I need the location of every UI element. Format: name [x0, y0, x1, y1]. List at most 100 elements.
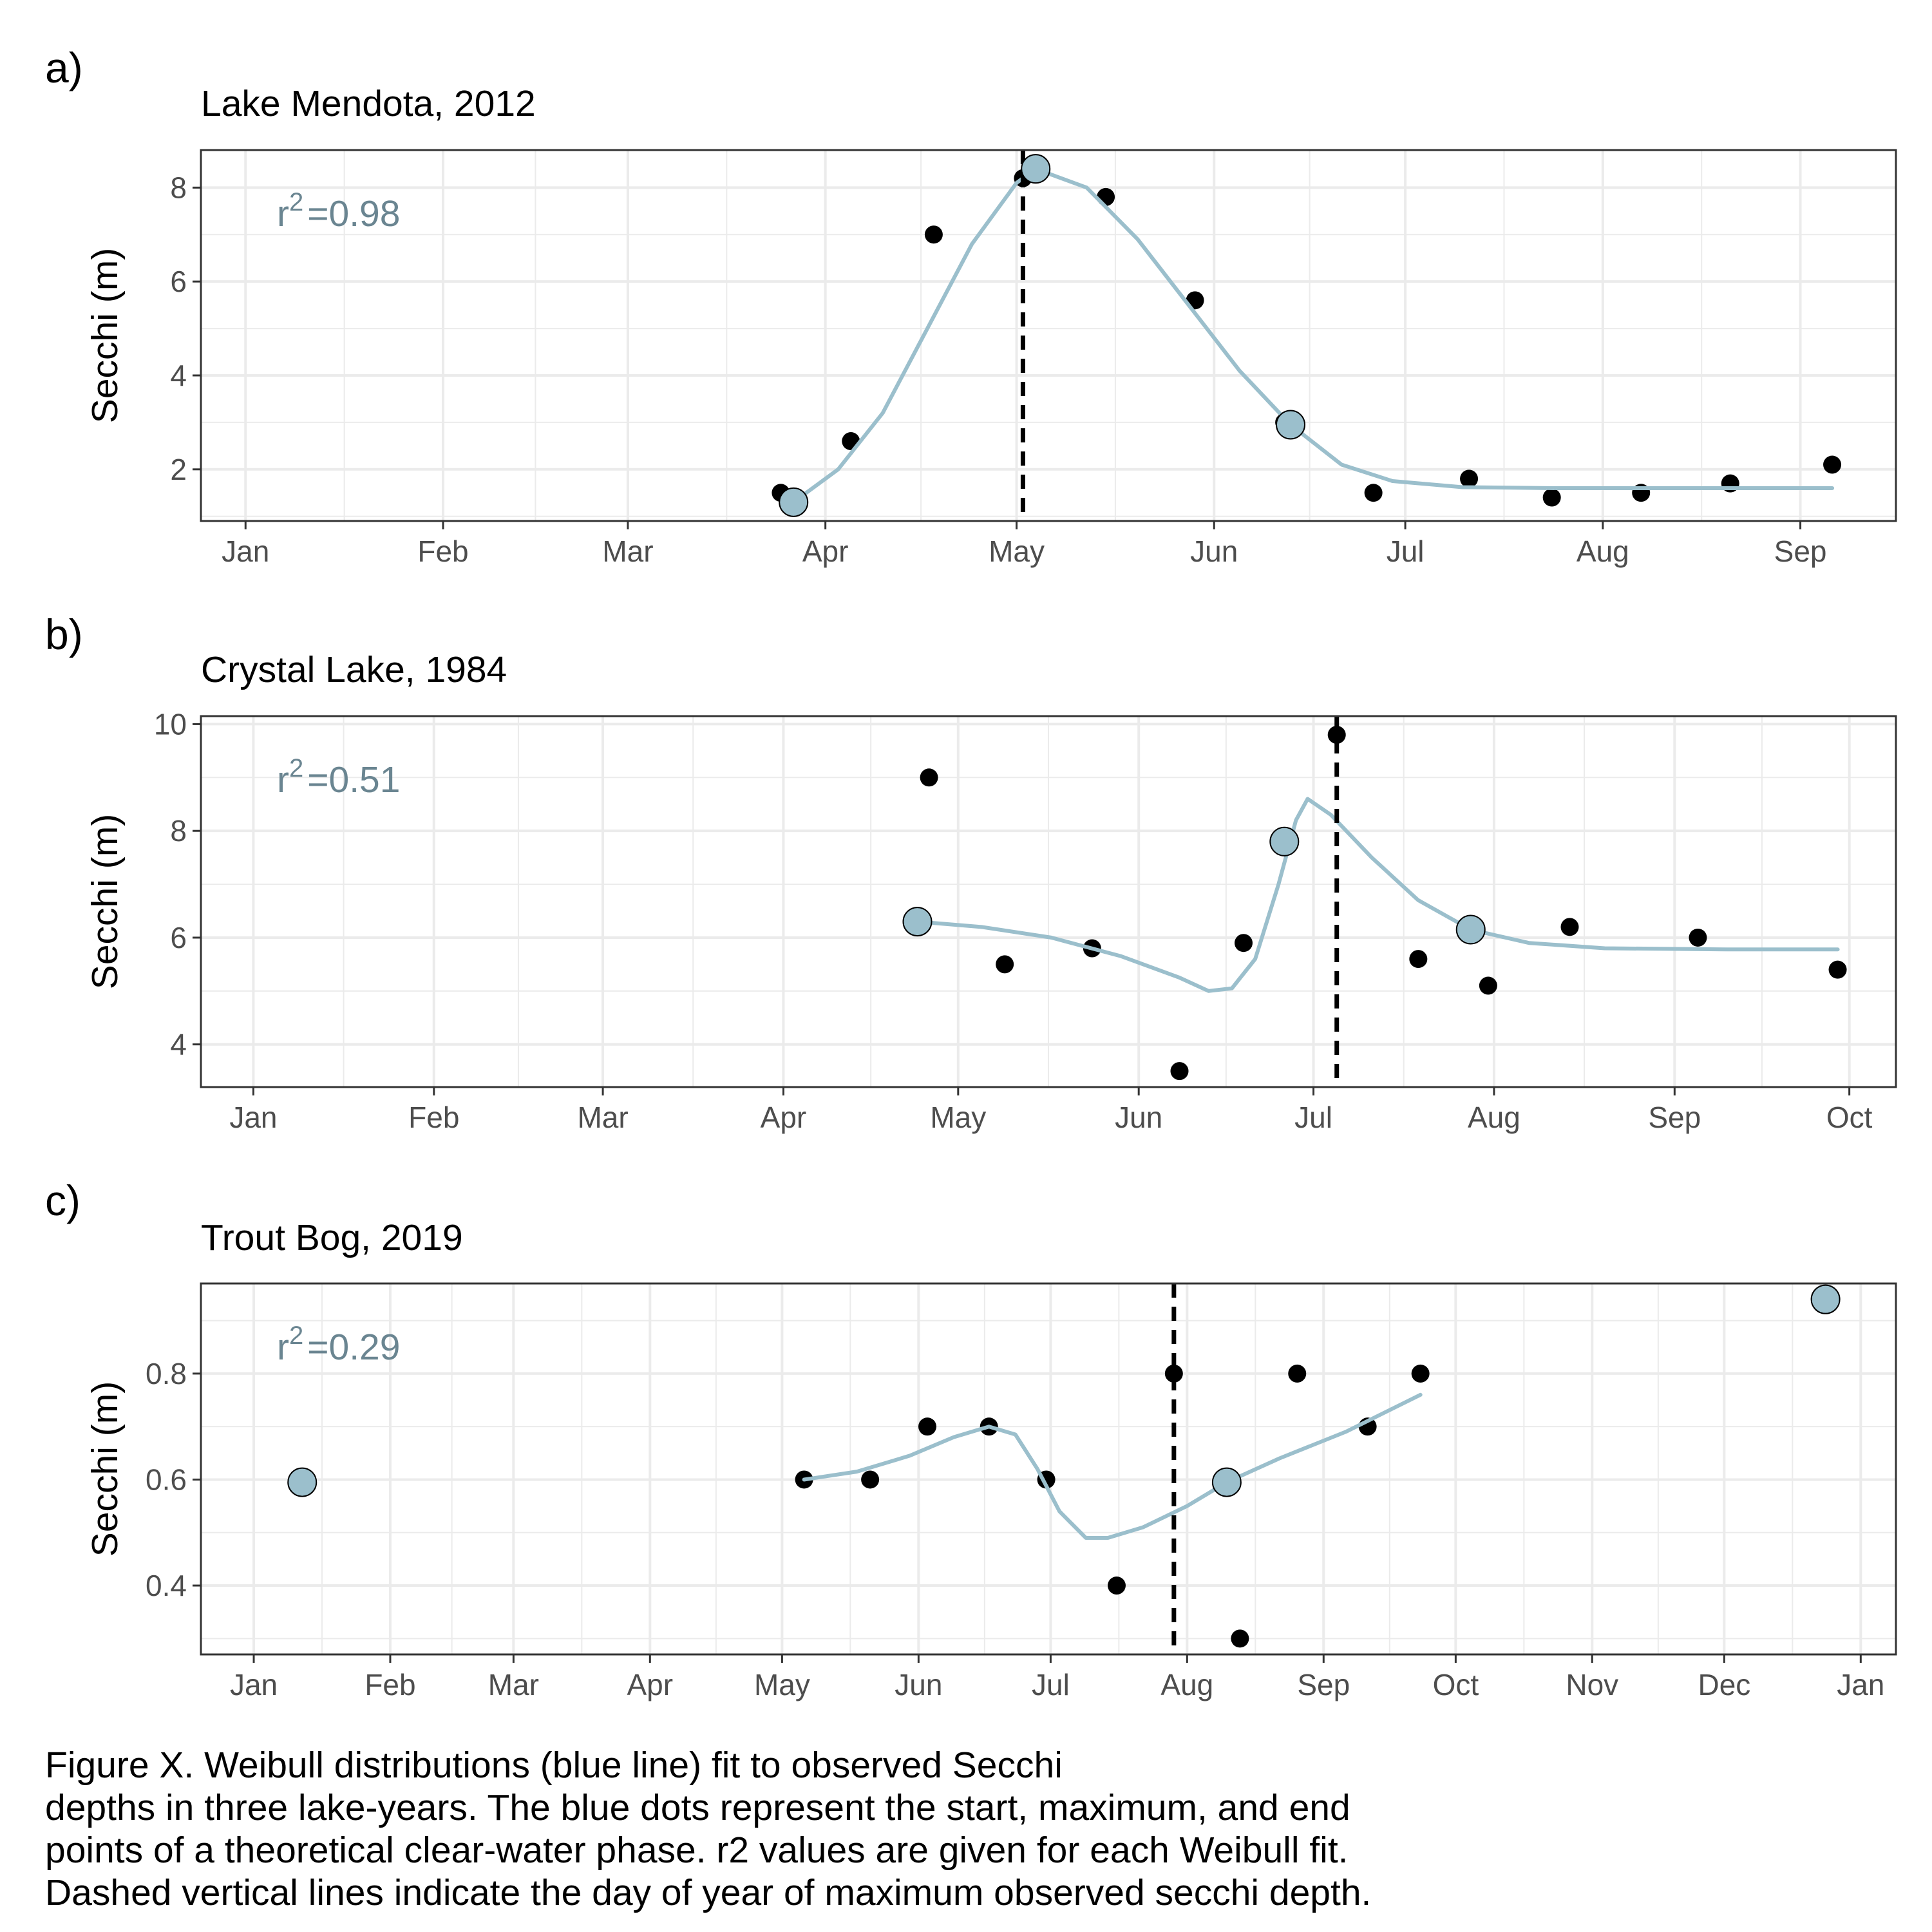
weibull-fit-line: [915, 797, 1840, 993]
observed-point: [861, 1470, 880, 1489]
x-tick-label: Jun: [895, 1668, 942, 1701]
y-tick-label: 6: [170, 265, 187, 298]
observed-point: [996, 955, 1014, 974]
observed-point: [1107, 1577, 1126, 1595]
plot-background: [201, 150, 1896, 521]
y-tick-label: 8: [170, 814, 187, 848]
cwp-point: [1021, 154, 1051, 184]
panel-border: [200, 715, 1897, 1088]
y-axis-title: Secchi (m): [84, 1381, 126, 1557]
r2-label: r2 =0.29: [277, 1321, 400, 1368]
observed-point: [1560, 918, 1579, 936]
cwp-point: [287, 1467, 317, 1497]
x-tick-label: Aug: [1577, 535, 1629, 568]
y-tick-label: 2: [170, 453, 187, 486]
observed-point: [918, 1417, 936, 1436]
observed-point: [1460, 469, 1479, 488]
observed-point: [1823, 455, 1842, 474]
x-tick-label: Jan: [230, 1668, 278, 1701]
x-tick-label: Nov: [1566, 1668, 1618, 1701]
r2-label: r2 =0.51: [277, 754, 400, 800]
x-tick-label: Jun: [1190, 535, 1238, 568]
panel-border: [200, 149, 1897, 522]
cwp-point: [1455, 914, 1486, 945]
observed-point: [1164, 1364, 1183, 1383]
x-tick-label: Sep: [1774, 535, 1827, 568]
weibull-fit-line: [791, 167, 1835, 504]
figure-caption: Figure X. Weibull distributions (blue li…: [45, 1744, 1848, 1914]
observed-point: [1170, 1062, 1189, 1081]
plot-area: [201, 150, 1896, 521]
x-tick-label: Jul: [1387, 535, 1425, 568]
x-tick-label: May: [989, 535, 1045, 568]
x-tick-label: Sep: [1297, 1668, 1350, 1701]
x-tick-label: Feb: [417, 535, 468, 568]
x-tick-label: Mar: [577, 1101, 628, 1134]
chart-title: Trout Bog, 2019: [201, 1217, 463, 1258]
caption-line: Figure X. Weibull distributions (blue li…: [45, 1745, 1063, 1786]
y-tick-label: 4: [170, 1028, 187, 1061]
panel-tag: b): [45, 611, 83, 658]
chart-panel-1: a) Lake Mendota, 2012 r2 =0.98 Jan Feb Mar Apr M…: [45, 44, 1897, 568]
caption-line: Dashed vertical lines indicate the day o…: [45, 1872, 1372, 1913]
x-tick-label: Feb: [408, 1101, 459, 1134]
observed-point: [1828, 960, 1847, 979]
observed-point: [1234, 934, 1253, 952]
y-tick-label: 8: [170, 171, 187, 204]
caption-line: points of a theoretical clear-water phas…: [45, 1830, 1349, 1871]
x-tick-label: Jun: [1115, 1101, 1162, 1134]
observed-point: [1231, 1629, 1249, 1648]
observed-point: [1411, 1364, 1430, 1383]
x-tick-label: Jan: [222, 535, 269, 568]
y-axis-title: Secchi (m): [84, 248, 126, 423]
cwp-point: [1269, 826, 1300, 857]
observed-point: [1288, 1364, 1307, 1383]
cwp-point: [1276, 410, 1305, 440]
y-axis-title: Secchi (m): [84, 814, 126, 989]
x-tick-label: Feb: [365, 1668, 415, 1701]
chart-panels: a) Lake Mendota, 2012 r2 =0.98 Jan Feb Mar Apr M…: [45, 44, 1897, 1701]
x-tick-label: Mar: [602, 535, 653, 568]
plot-area: [201, 716, 1896, 1087]
y-tick-label: 10: [154, 707, 187, 741]
plot-background: [201, 1283, 1896, 1654]
chart-title: Crystal Lake, 1984: [201, 649, 507, 690]
x-tick-label: May: [930, 1101, 986, 1134]
cwp-point: [779, 487, 809, 517]
r2-label: r2 =0.98: [277, 188, 400, 234]
panel-tag: a): [45, 44, 83, 91]
chart-panel-3: c) Trout Bog, 2019 r2 =0.29 Jan Feb Mar Apr May J…: [45, 1177, 1897, 1701]
x-tick-label: Jul: [1294, 1101, 1332, 1134]
y-tick-label: 6: [170, 921, 187, 954]
panel-border: [200, 1282, 1897, 1656]
chart-title: Lake Mendota, 2012: [201, 83, 536, 124]
observed-point: [924, 225, 943, 244]
x-tick-label: May: [754, 1668, 810, 1701]
observed-point: [1479, 976, 1497, 995]
x-tick-label: Oct: [1826, 1101, 1873, 1134]
x-tick-label: Apr: [627, 1668, 674, 1701]
observed-point: [1327, 726, 1346, 744]
x-tick-label: Sep: [1648, 1101, 1701, 1134]
x-tick-label: Jul: [1032, 1668, 1070, 1701]
observed-point: [1097, 187, 1115, 206]
y-tick-label: 0.4: [146, 1569, 187, 1602]
x-tick-label: Dec: [1698, 1668, 1750, 1701]
cwp-point: [1810, 1284, 1841, 1314]
observed-point: [1409, 950, 1428, 969]
cwp-point: [1211, 1467, 1242, 1497]
weibull-fit-line: [802, 1392, 1423, 1540]
plot-area: [201, 1283, 1896, 1654]
y-tick-label: 4: [170, 359, 187, 392]
x-tick-label: Jan: [229, 1101, 277, 1134]
observed-point: [1542, 488, 1561, 507]
chart-panel-2: b) Crystal Lake, 1984 r2 =0.51 Jan Feb Mar Apr M…: [45, 611, 1897, 1134]
y-tick-label: 0.8: [146, 1357, 187, 1390]
x-tick-label: Mar: [488, 1668, 539, 1701]
x-tick-label: Apr: [761, 1101, 807, 1134]
x-tick-label: Aug: [1468, 1101, 1520, 1134]
observed-point: [1689, 928, 1707, 947]
observed-point: [1364, 484, 1383, 502]
x-tick-label: Apr: [802, 535, 849, 568]
